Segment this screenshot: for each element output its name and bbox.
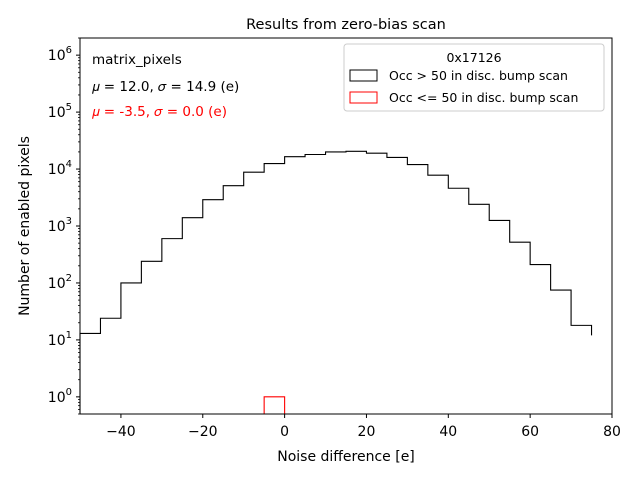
x-tick-label: 60 bbox=[521, 424, 539, 440]
legend-box bbox=[343, 43, 605, 112]
histogram-bin bbox=[571, 325, 591, 414]
histogram-bin bbox=[305, 155, 325, 414]
x-tick-label: 40 bbox=[439, 424, 457, 440]
y-axis: 100 101 102 103 104 105 106 bbox=[48, 37, 80, 415]
series-layer bbox=[79, 150, 593, 414]
histogram-bin bbox=[141, 261, 161, 414]
histogram-bin bbox=[448, 188, 468, 414]
legend-label-series1: Occ > 50 in disc. bump scan bbox=[389, 68, 568, 83]
series-2-outline bbox=[263, 396, 286, 414]
x-axis-title: Noise difference [e] bbox=[277, 449, 415, 465]
histogram-bin bbox=[366, 153, 386, 414]
chart-title: Results from zero-bias scan bbox=[246, 17, 446, 33]
y-tick-label: 103 bbox=[48, 216, 72, 235]
histogram-bin bbox=[387, 157, 407, 414]
series-2 bbox=[263, 396, 286, 414]
y-axis-title: Number of enabled pixels bbox=[17, 136, 33, 316]
histogram-bin bbox=[80, 333, 100, 414]
legend-swatch-series1 bbox=[349, 69, 378, 82]
histogram-bin bbox=[428, 175, 448, 414]
histogram-bin bbox=[407, 165, 427, 414]
x-tick-label: 80 bbox=[603, 424, 621, 440]
histogram-bin bbox=[223, 186, 243, 414]
x-axis: −40 −20 0 20 40 60 80 bbox=[106, 414, 621, 440]
y-tick-label: 102 bbox=[48, 273, 72, 292]
histogram-bin bbox=[100, 318, 120, 414]
histogram-bin bbox=[264, 397, 284, 414]
x-tick-label: 0 bbox=[280, 424, 289, 440]
series-1 bbox=[79, 150, 593, 414]
legend: 0x17126 Occ > 50 in disc. bump scan Occ … bbox=[343, 43, 605, 112]
legend-label-series2: Occ <= 50 in disc. bump scan bbox=[389, 90, 578, 105]
stats-label-series2: 𝜇 = -3.5, 𝜎 = 0.0 (e) bbox=[92, 104, 227, 120]
histogram-bin bbox=[244, 172, 264, 414]
y-tick-label: 106 bbox=[48, 45, 72, 64]
x-tick-label: 20 bbox=[358, 424, 376, 440]
histogram-bin bbox=[510, 242, 530, 414]
legend-title: 0x17126 bbox=[446, 50, 501, 65]
stats-label-series1: 𝜇 = 12.0, 𝜎 = 14.9 (e) bbox=[92, 79, 239, 95]
y-tick-label: 105 bbox=[48, 102, 72, 121]
y-tick-label: 101 bbox=[48, 330, 72, 349]
histogram-bin bbox=[264, 164, 284, 414]
dataset-name-label: matrix_pixels bbox=[92, 52, 182, 68]
histogram-bin bbox=[346, 151, 366, 414]
histogram-bin bbox=[326, 152, 346, 414]
histogram-bin bbox=[551, 290, 571, 414]
series-1-outline bbox=[79, 150, 593, 414]
histogram-bin bbox=[285, 157, 305, 414]
histogram-bin bbox=[162, 239, 182, 414]
histogram-bin bbox=[530, 265, 550, 414]
histogram-bin bbox=[469, 204, 489, 414]
y-tick-label: 100 bbox=[48, 387, 72, 406]
x-tick-label: −40 bbox=[106, 424, 136, 440]
legend-swatch-series2 bbox=[349, 91, 378, 104]
x-tick-label: −20 bbox=[188, 424, 218, 440]
histogram-bin bbox=[489, 220, 509, 414]
y-tick-label: 104 bbox=[48, 159, 72, 178]
histogram-bin bbox=[121, 283, 141, 414]
histogram-bin bbox=[203, 200, 223, 414]
histogram-bin bbox=[182, 218, 202, 414]
